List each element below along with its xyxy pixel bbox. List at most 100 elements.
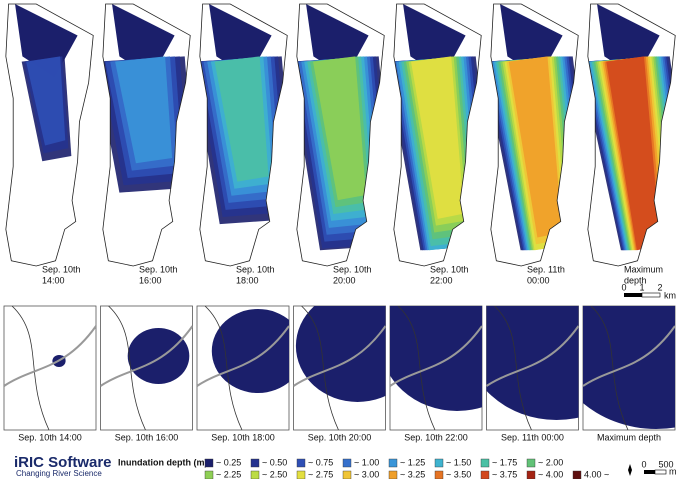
river xyxy=(197,325,289,387)
legend-swatch xyxy=(342,470,352,479)
panel-label: Sep. 10th 22:00 xyxy=(404,432,468,442)
depth-zone xyxy=(411,56,465,219)
panel-label: 14:00 xyxy=(42,275,65,285)
depth-zone xyxy=(606,56,661,251)
legend-label: ~ 3.25 xyxy=(400,469,425,479)
legend-swatch xyxy=(250,470,260,479)
legend-label: ~ 2.25 xyxy=(216,469,241,479)
outline xyxy=(296,3,385,267)
legend-swatch xyxy=(572,470,582,479)
scale-bar xyxy=(641,292,661,298)
scale-label: 2 xyxy=(657,282,662,292)
outline xyxy=(5,3,94,267)
legend-label: ~ 1.75 xyxy=(492,457,517,467)
panel-label: 20:00 xyxy=(333,275,356,285)
panel-label: 00:00 xyxy=(527,275,550,285)
legend-swatch xyxy=(526,470,536,479)
legend-swatch xyxy=(388,470,398,479)
legend-label: ~ 0.50 xyxy=(262,457,287,467)
river xyxy=(583,325,675,387)
panel-label: Sep. 10th xyxy=(139,264,178,274)
scale-label: 500 xyxy=(658,459,673,469)
inundation xyxy=(15,4,78,162)
inundation xyxy=(486,306,579,430)
outline xyxy=(587,3,676,267)
panel-label: Sep. 10th xyxy=(430,264,469,274)
panel-label: Sep. 10th 20:00 xyxy=(308,432,372,442)
legend-label: ~ 3.75 xyxy=(492,469,517,479)
panel-label: 22:00 xyxy=(430,275,453,285)
scale-unit: km xyxy=(664,290,676,300)
panel-label: Sep. 10th 16:00 xyxy=(115,432,179,442)
depth-zone xyxy=(508,56,563,238)
outline xyxy=(102,3,191,267)
legend-label: ~ 0.25 xyxy=(216,457,241,467)
legend-swatch xyxy=(526,458,536,468)
coastline xyxy=(494,306,532,430)
legend-label: ~ 4.00 xyxy=(538,469,563,479)
legend-swatch xyxy=(296,458,306,468)
legend-label: ~ 1.50 xyxy=(446,457,471,467)
scale-label: 0 xyxy=(621,282,626,292)
inundation xyxy=(393,4,482,251)
inundation xyxy=(583,306,675,430)
depth-zone xyxy=(211,309,289,393)
legend-label: ~ 3.50 xyxy=(446,469,471,479)
scale-unit: m xyxy=(669,466,677,476)
inundation xyxy=(102,4,191,193)
inundation xyxy=(490,4,579,251)
panel-label: Sep. 11th 00:00 xyxy=(501,432,564,442)
legend-label: 4.00 ~ xyxy=(584,469,609,479)
depth-zone xyxy=(127,328,190,384)
legend-swatch xyxy=(434,458,444,468)
panel-label: Sep. 11th xyxy=(527,264,565,274)
panel-label: Sep. 10th xyxy=(236,264,275,274)
inundation xyxy=(390,306,482,430)
scale-bar xyxy=(644,470,655,474)
legend-swatch xyxy=(388,458,398,468)
depth-zone xyxy=(390,306,482,411)
panel-label: Maximum depth xyxy=(597,432,661,442)
legend-swatch xyxy=(342,458,352,468)
legend-swatch xyxy=(480,470,490,479)
scale-label: 1 xyxy=(639,282,644,292)
panel-label: 18:00 xyxy=(236,275,259,285)
river xyxy=(486,325,579,387)
depth-zone xyxy=(486,306,579,420)
panel-label: Sep. 10th xyxy=(333,264,372,274)
legend-label: ~ 3.00 xyxy=(354,469,379,479)
legend-swatch xyxy=(480,458,490,468)
legend-swatch xyxy=(296,470,306,479)
inundation xyxy=(4,306,96,430)
coastline xyxy=(397,306,436,430)
legend-label: ~ 2.00 xyxy=(538,457,563,467)
inundation xyxy=(293,306,386,430)
outline xyxy=(490,3,579,267)
north-arrow xyxy=(628,464,632,476)
inundation xyxy=(100,306,193,430)
legend-swatch xyxy=(204,458,214,468)
panel-label: Maximum xyxy=(624,264,663,274)
panel-label: Sep. 10th xyxy=(42,264,81,274)
legend-swatch xyxy=(434,470,444,479)
legend-swatch xyxy=(250,458,260,468)
legend-title: Inundation depth (m): xyxy=(118,457,210,467)
legend-label: ~ 0.75 xyxy=(308,457,333,467)
coastline xyxy=(590,306,629,430)
inundation xyxy=(296,4,385,251)
logo-title: iRIC Software xyxy=(14,454,112,471)
coastline xyxy=(108,306,146,430)
outline xyxy=(199,3,288,267)
legend-swatch xyxy=(204,470,214,479)
coastline xyxy=(204,306,243,430)
legend-label: ~ 1.00 xyxy=(354,457,379,467)
depth-zone xyxy=(214,56,269,182)
legend-label: ~ 1.25 xyxy=(400,457,425,467)
panel-label: depth xyxy=(624,275,647,285)
panel-label: Sep. 10th 14:00 xyxy=(18,432,82,442)
river xyxy=(293,325,386,387)
scale-label: 0 xyxy=(641,459,646,469)
scale-bar xyxy=(654,469,667,475)
river xyxy=(100,325,193,387)
